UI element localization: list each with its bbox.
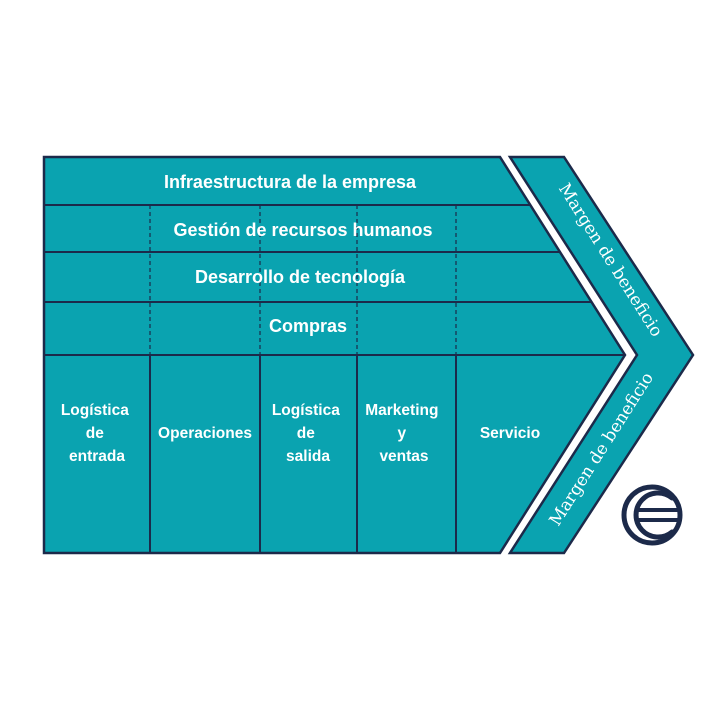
primary-activity-logistica-salida: Logística de salida [272,402,344,465]
primary-activity-line: entrada [69,448,125,465]
primary-activity-operaciones: Operaciones [158,425,252,442]
primary-activity-line: Marketing [365,402,438,419]
primary-activity-line: ventas [379,448,428,465]
support-activity-infraestructura: Infraestructura de la empresa [164,172,417,192]
support-activity-tecnologia: Desarrollo de tecnología [195,267,406,287]
primary-activity-line: de [297,425,315,442]
primary-column-lines [149,355,457,553]
primary-activity-logistica-entrada: Logística de entrada [61,402,133,465]
primary-activity-line: Logística [61,402,129,419]
primary-activity-servicio: Servicio [480,425,540,442]
primary-activity-line: salida [286,448,330,465]
margin-band [507,155,695,555]
primary-activity-line: Logística [272,402,340,419]
primary-activity-line: de [86,425,104,442]
support-activity-compras: Compras [269,316,347,336]
support-row-lines [44,204,625,356]
primary-activity-line: y [398,425,407,442]
primary-activity-line: Servicio [480,425,540,442]
primary-activity-line: Operaciones [158,425,252,442]
support-dashed-lines [149,205,457,355]
euro-circle-logo-icon [621,484,683,546]
support-activity-recursos-humanos: Gestión de recursos humanos [173,220,432,240]
primary-activity-marketing-ventas: Marketing y ventas [365,402,443,465]
